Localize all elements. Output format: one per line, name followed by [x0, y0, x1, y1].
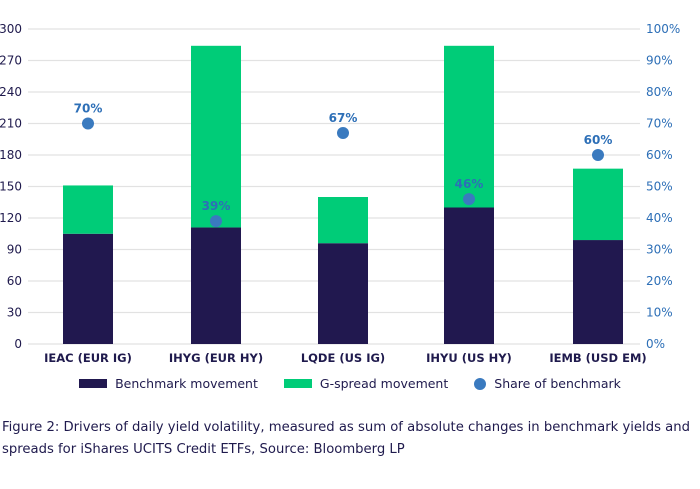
legend-item-benchmark: Benchmark movement	[79, 376, 258, 391]
share-data-label: 67%	[329, 111, 358, 125]
share-point	[463, 193, 475, 206]
bar-benchmark	[573, 240, 623, 344]
share-point	[210, 215, 222, 228]
y-left-tick-label: 270	[0, 54, 22, 68]
legend-swatch-gspread	[283, 379, 312, 388]
share-data-label: 39%	[202, 199, 231, 213]
bar-gspread	[318, 197, 368, 244]
bar-benchmark	[63, 233, 113, 344]
x-category-label: IEAC (EUR IG)	[44, 351, 132, 365]
y-right-tick-label: 80%	[646, 85, 673, 99]
y-left-tick-label: 0	[14, 337, 22, 351]
share-point	[82, 117, 94, 130]
bars	[63, 45, 623, 344]
legend-marker-share	[474, 377, 487, 390]
y-right-tick-label: 0%	[646, 337, 665, 351]
x-category-label: IHYG (EUR HY)	[169, 351, 263, 365]
legend-item-share: Share of benchmark	[474, 376, 621, 391]
bar-gspread	[191, 45, 241, 228]
x-category-label: LQDE (US IG)	[301, 351, 385, 365]
bar-gspread	[444, 45, 494, 208]
share-point	[592, 149, 604, 161]
bar-gspread	[63, 185, 113, 234]
y-right-tick-label: 10%	[646, 306, 673, 320]
y-right-tick-label: 30%	[646, 243, 673, 257]
bar-benchmark	[191, 227, 241, 344]
legend-label-benchmark: Benchmark movement	[115, 376, 258, 391]
legend-label-share: Share of benchmark	[494, 376, 621, 391]
y-right-tick-label: 100%	[646, 22, 680, 36]
x-category-label: IEMB (USD EM)	[549, 351, 646, 365]
y-right-tick-label: 50%	[646, 180, 673, 194]
share-data-label: 46%	[455, 177, 484, 191]
y-left-tick-label: 210	[0, 117, 22, 131]
legend-swatch-benchmark	[79, 379, 108, 388]
y-left-tick-label: 60	[7, 274, 22, 288]
bar-benchmark	[318, 243, 368, 344]
y-left-tick-label: 30	[7, 306, 22, 320]
y-right-tick-label: 60%	[646, 148, 673, 162]
y-left-tick-label: 90	[7, 243, 22, 257]
y-right-tick-label: 40%	[646, 211, 673, 225]
y-left-tick-label: 150	[0, 180, 22, 194]
y-left-tick-label: 240	[0, 85, 22, 99]
y-right-tick-label: 70%	[646, 117, 673, 131]
x-axis-categories: IEAC (EUR IG) IHYG (EUR HY) LQDE (US IG) IH…	[44, 351, 647, 365]
x-category-label: IHYU (US HY)	[426, 351, 512, 365]
share-data-label: 70%	[74, 102, 103, 116]
y-left-tick-label: 120	[0, 211, 22, 225]
y-left-tick-label: 180	[0, 148, 22, 162]
y-axis-right: 0% 10% 20% 30% 40% 50% 60% 70% 80% 90% 100%	[646, 22, 680, 351]
chart: 0 30 60 90 120 150 180 210 240 270 300 0% 10% 20% 30%…	[0, 22, 680, 365]
share-points: 70% 39% 67% 46% 60%	[74, 102, 613, 228]
share-point	[337, 126, 349, 139]
bar-benchmark	[444, 207, 494, 344]
legend-label-gspread: G-spread movement	[319, 376, 449, 391]
legend-item-gspread: G-spread movement	[283, 376, 449, 391]
bar-gspread	[573, 168, 623, 241]
share-data-label: 60%	[584, 133, 613, 147]
figure-caption: Figure 2: Drivers of daily yield volatil…	[2, 420, 690, 457]
y-right-tick-label: 90%	[646, 54, 673, 68]
y-left-tick-label: 300	[0, 22, 22, 36]
legend: Benchmark movement G-spread movement Sha…	[0, 376, 700, 391]
y-axis-left: 0 30 60 90 120 150 180 210 240 270 300	[0, 22, 22, 351]
y-right-tick-label: 20%	[646, 274, 673, 288]
